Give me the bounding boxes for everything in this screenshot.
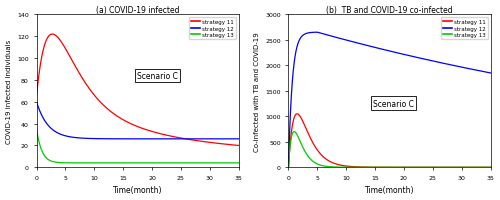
Text: Scenario C: Scenario C [373,99,414,108]
X-axis label: Time(month): Time(month) [364,186,414,194]
X-axis label: Time(month): Time(month) [113,186,162,194]
Title: (a) COVID-19 infected: (a) COVID-19 infected [96,6,180,14]
Legend: strategy 11, strategy 12, strategy 13: strategy 11, strategy 12, strategy 13 [189,18,236,40]
Legend: strategy 11, strategy 12, strategy 13: strategy 11, strategy 12, strategy 13 [441,18,488,40]
Y-axis label: Co-infected with TB and COVID-19: Co-infected with TB and COVID-19 [254,32,260,151]
Title: (b)  TB and COVID-19 co-infected: (b) TB and COVID-19 co-infected [326,6,453,14]
Y-axis label: COVID-19 infected individuals: COVID-19 infected individuals [6,39,12,143]
Text: Scenario C: Scenario C [138,72,178,81]
